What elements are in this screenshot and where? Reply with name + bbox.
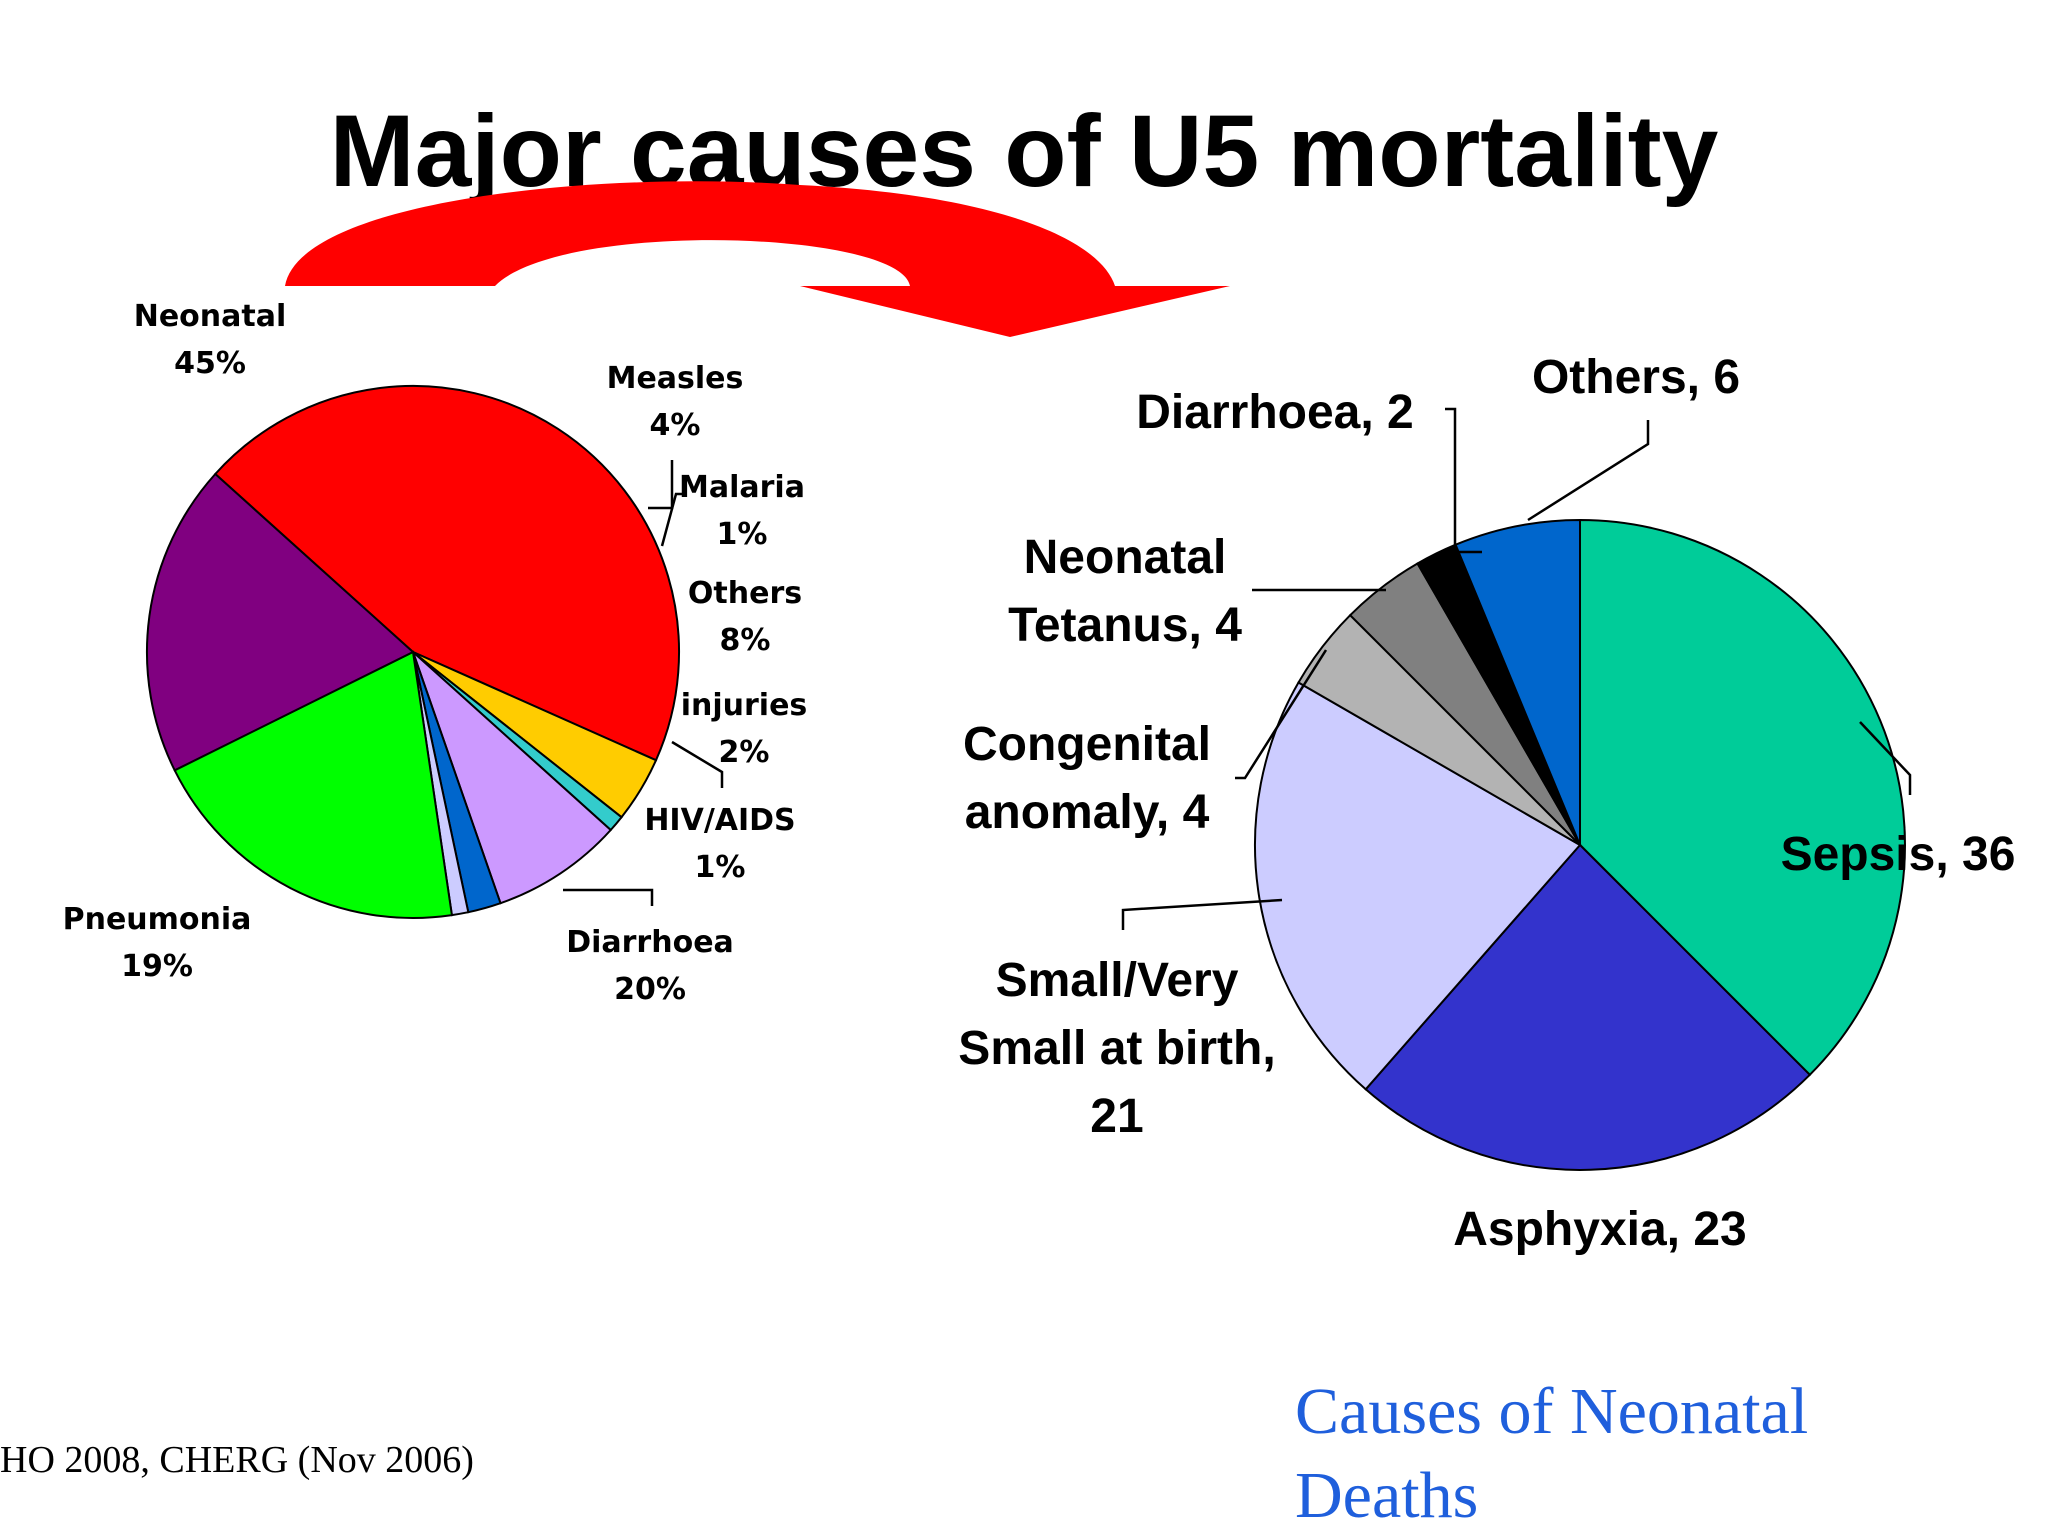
pie1-label-pneumonia: Pneumonia 19% [63,902,252,984]
pie2-label-neonatal-tetanus: Neonatal Tetanus, 4 [1008,531,1242,652]
leader-line [1527,420,1650,522]
pie2-label-asphyxia: Asphyxia, 23 [1453,1203,1746,1256]
pie1-slice-neonatal [213,384,681,762]
leader-line [671,740,724,788]
pie2-slice-others [1454,518,1581,846]
leader-line [1235,649,1328,780]
leader-line [1859,721,1912,795]
pie2-label-diarrhoea: Diarrhoea, 2 [1136,386,1413,439]
pie1-slice-others [412,651,613,905]
pie2-label-congenital-anomaly: Congenital anomaly, 4 [963,718,1211,839]
leader-line [1121,898,1283,930]
pie2-slice-asphyxia [1364,843,1812,1171]
leader-line [648,460,674,510]
leader-line [1445,407,1482,554]
pie2-label-sepsis: Sepsis, 36 [1781,828,2016,881]
pie1-label-injuries: injuries 2% [681,688,808,770]
leader-line [660,492,686,547]
pie1-label-malaria: Malaria 1% [679,470,805,552]
neonatal-chart-caption: Causes of Neonatal Deaths [1295,1375,1809,1532]
leader-line [563,888,654,906]
pie1-label-diarrhoea: Diarrhoea 20% [566,925,734,1007]
pie2-label-small-very-small-at-birth: Small/Very Small at birth, 21 [958,954,1275,1143]
pie1-slice-pneumonia [145,472,415,772]
pie1-slice-diarrhoea [173,650,454,919]
curved-arrow-icon [285,181,1230,337]
pie1-label-measles: Measles 4% [607,361,744,443]
pie1-label-others: Others 8% [688,576,802,658]
pie1-label-hiv-aids: HIV/AIDS 1% [644,803,795,885]
pie1-label-neonatal: Neonatal 45% [134,299,287,381]
pie2-label-others: Others, 6 [1532,351,1740,404]
pie2-slice-sepsis [1579,518,1906,1077]
source-note: HO 2008, CHERG (Nov 2006) [0,1439,474,1481]
